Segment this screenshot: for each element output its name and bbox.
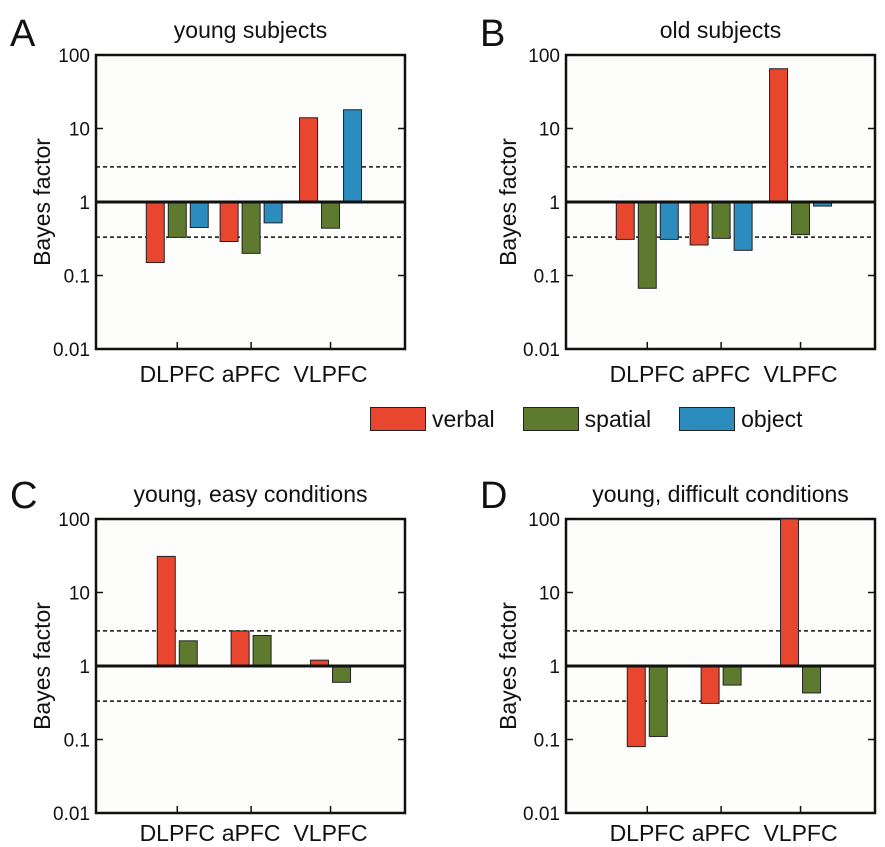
bar-verbal-vlpfc xyxy=(769,68,789,203)
y-axis-label: Bayes factor xyxy=(29,602,55,730)
panel-letter: D xyxy=(480,475,507,517)
y-tick-label: 10 xyxy=(539,584,560,605)
bar-object-apfc xyxy=(733,201,753,251)
y-tick-label: 1 xyxy=(79,193,90,214)
legend-swatch-verbal xyxy=(370,407,426,431)
x-tick-label: VLPFC xyxy=(293,820,367,846)
bar-verbal-vlpfc xyxy=(299,117,319,203)
y-tick-label: 10 xyxy=(69,120,90,141)
bar-spatial-apfc xyxy=(252,634,272,667)
bar-spatial-apfc xyxy=(241,201,261,254)
bar-spatial-vlpfc xyxy=(332,665,352,683)
y-tick-label: 0.01 xyxy=(523,340,560,361)
x-tick-label: aPFC xyxy=(222,820,281,846)
x-tick-label: VLPFC xyxy=(763,820,837,846)
bar-verbal-apfc xyxy=(230,630,250,667)
y-axis-label: Bayes factor xyxy=(495,138,521,266)
panel-letter: A xyxy=(10,13,36,55)
legend-item-verbal: verbal xyxy=(370,406,495,433)
bar-verbal-apfc xyxy=(700,665,720,704)
x-tick-label: DLPFC xyxy=(610,820,685,846)
y-tick-label: 0.1 xyxy=(534,267,560,288)
bar-verbal-vlpfc xyxy=(780,518,800,667)
y-tick-label: 1 xyxy=(549,193,560,214)
panel-title: old subjects xyxy=(660,17,781,43)
bar-object-apfc xyxy=(263,201,283,224)
bar-object-dlpfc xyxy=(189,201,209,228)
x-tick-label: VLPFC xyxy=(763,361,837,387)
legend-item-object: object xyxy=(679,405,803,433)
x-tick-label: aPFC xyxy=(692,361,751,387)
y-tick-label: 0.1 xyxy=(534,731,560,752)
y-tick-label: 0.01 xyxy=(53,804,90,825)
y-tick-label: 1 xyxy=(79,657,90,678)
panel-letter: C xyxy=(10,475,37,517)
bar-verbal-dlpfc xyxy=(615,201,635,240)
y-tick-label: 0.01 xyxy=(523,804,560,825)
bar-spatial-dlpfc xyxy=(178,640,198,667)
legend-swatch-object xyxy=(679,407,736,431)
bar-verbal-dlpfc xyxy=(156,555,176,667)
x-tick-label: aPFC xyxy=(692,820,751,846)
legend-label-spatial: spatial xyxy=(584,405,652,432)
panel-letter: B xyxy=(480,13,505,55)
bar-object-vlpfc xyxy=(343,109,363,203)
x-tick-label: DLPFC xyxy=(140,361,215,387)
x-tick-label: aPFC xyxy=(222,361,281,387)
bar-verbal-apfc xyxy=(219,201,239,243)
legend-swatch-spatial xyxy=(522,407,579,431)
y-tick-label: 0.1 xyxy=(64,267,90,288)
x-tick-label: VLPFC xyxy=(293,361,367,387)
y-tick-label: 10 xyxy=(539,120,560,141)
y-tick-label: 100 xyxy=(58,510,90,531)
legend-label-verbal: verbal xyxy=(432,405,495,432)
bar-object-dlpfc xyxy=(659,201,679,240)
x-tick-label: DLPFC xyxy=(610,361,685,387)
bar-spatial-dlpfc xyxy=(648,665,668,737)
bar-spatial-vlpfc xyxy=(321,201,341,229)
legend: verbal spatial object xyxy=(370,402,803,436)
legend-item-spatial: spatial xyxy=(522,405,652,433)
panel-title: young, difficult conditions xyxy=(592,481,849,507)
y-tick-label: 0.01 xyxy=(53,340,90,361)
bar-verbal-dlpfc xyxy=(626,665,646,748)
y-tick-label: 100 xyxy=(528,46,560,67)
bar-verbal-apfc xyxy=(689,201,709,246)
y-axis-label: Bayes factor xyxy=(29,138,55,266)
bar-spatial-apfc xyxy=(711,201,731,239)
y-tick-label: 100 xyxy=(528,510,560,531)
bar-spatial-dlpfc xyxy=(167,201,187,238)
bar-spatial-vlpfc xyxy=(802,665,822,694)
bar-spatial-dlpfc xyxy=(637,201,657,289)
bar-spatial-apfc xyxy=(722,665,742,686)
bar-spatial-vlpfc xyxy=(791,201,811,236)
x-tick-label: DLPFC xyxy=(140,820,215,846)
legend-label-object: object xyxy=(741,405,803,432)
y-tick-label: 1 xyxy=(549,657,560,678)
panel-title: young subjects xyxy=(174,17,327,43)
panel-title: young, easy conditions xyxy=(134,481,368,507)
y-tick-label: 100 xyxy=(58,46,90,67)
bar-verbal-dlpfc xyxy=(145,201,165,264)
y-tick-label: 0.1 xyxy=(64,731,90,752)
y-axis-label: Bayes factor xyxy=(495,602,521,730)
y-tick-label: 10 xyxy=(69,584,90,605)
